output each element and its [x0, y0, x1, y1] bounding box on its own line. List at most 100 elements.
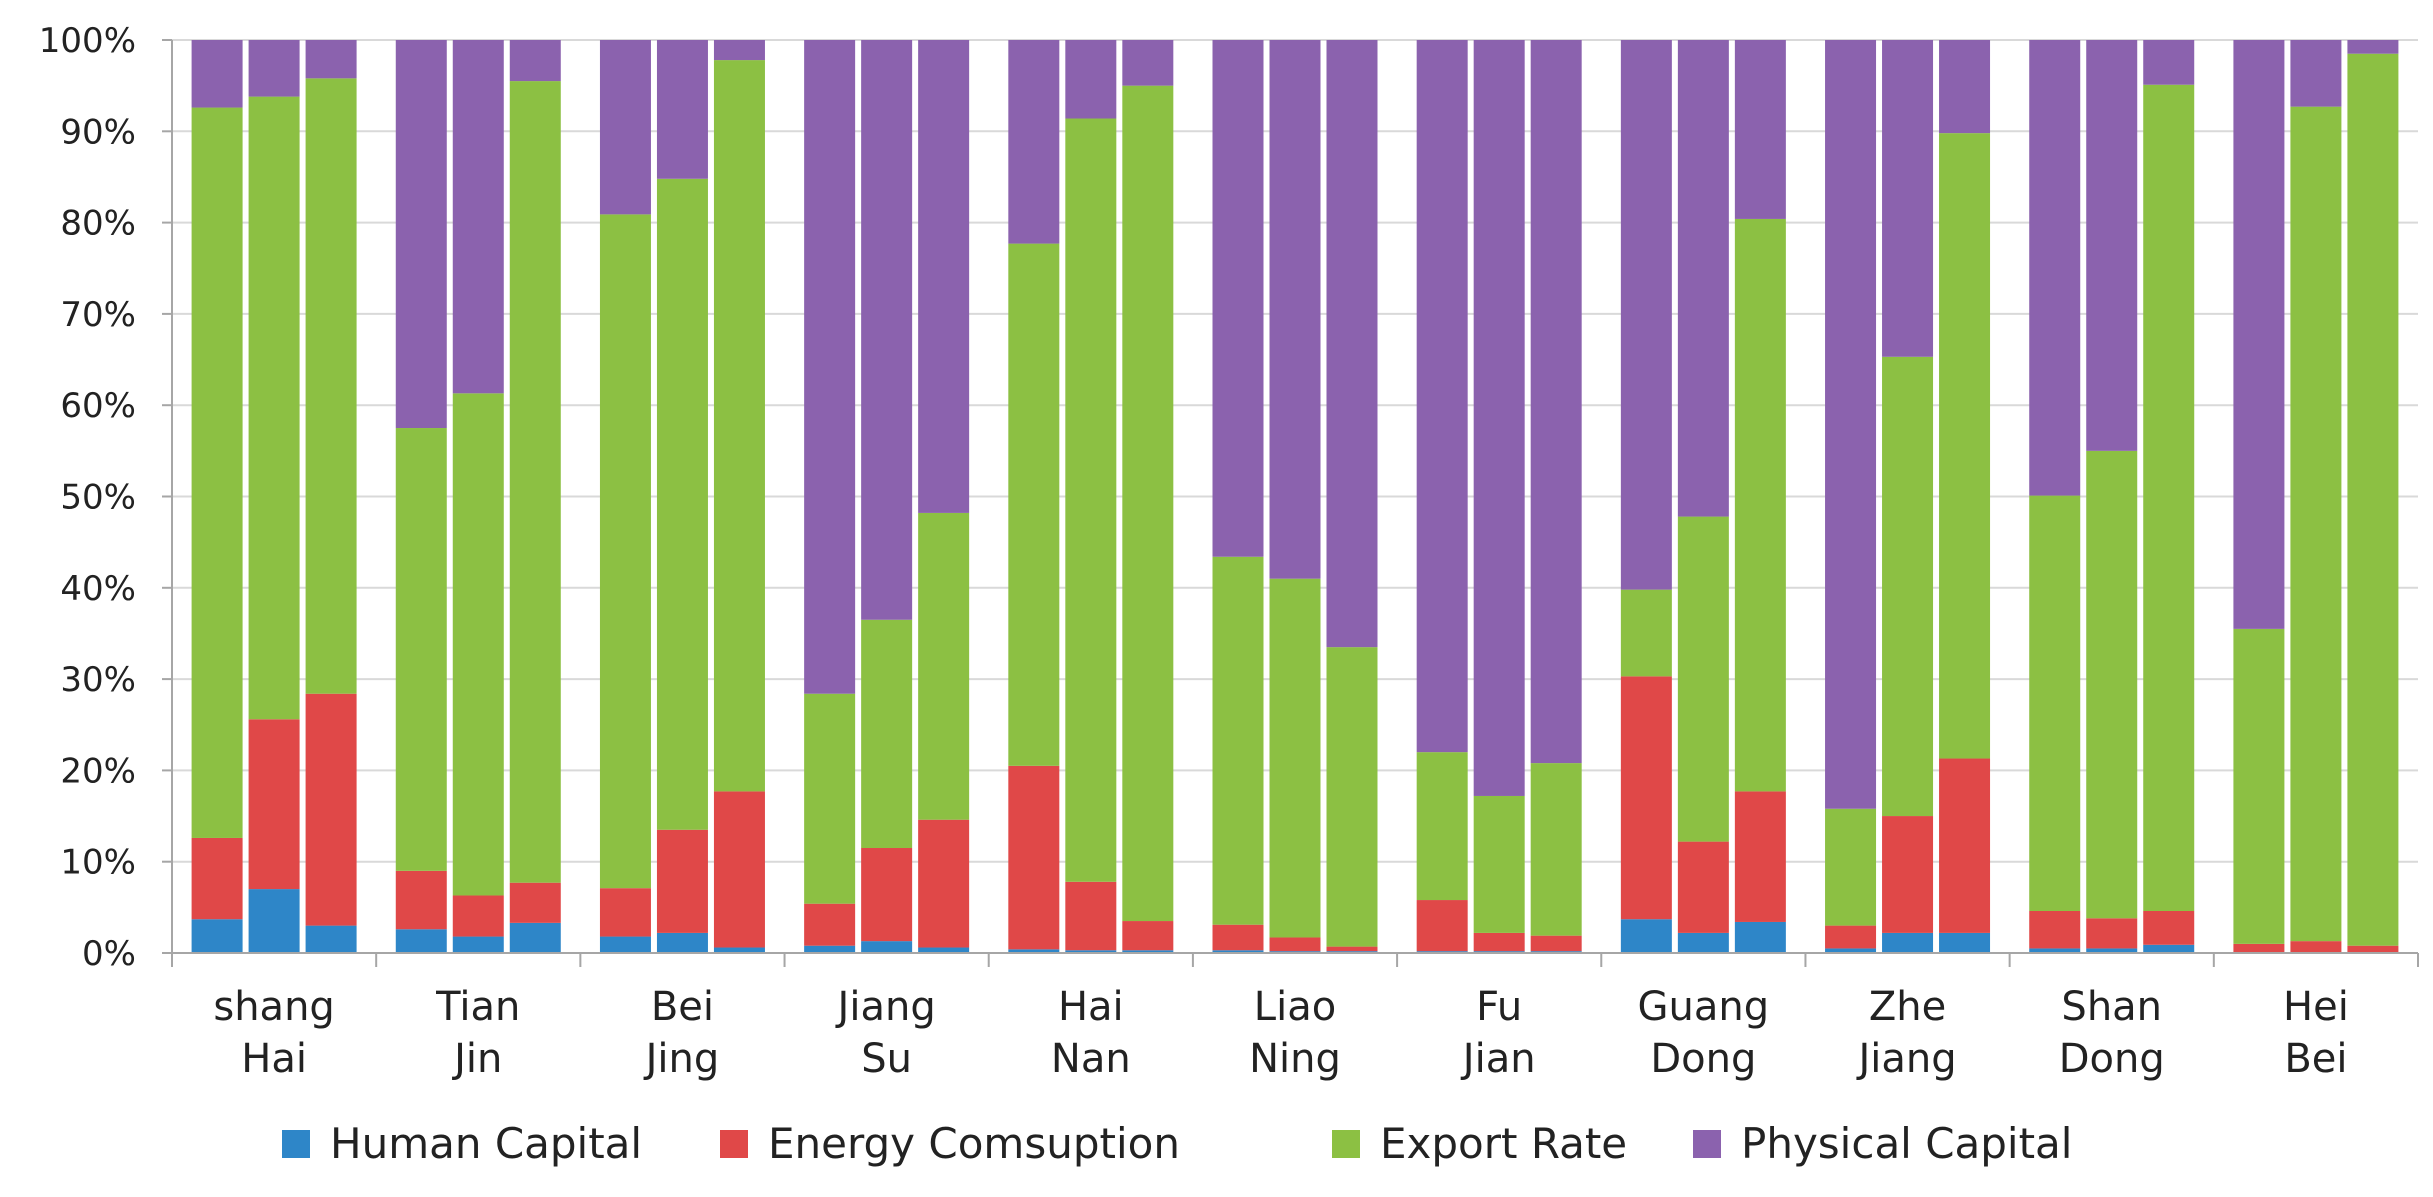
bar-segment-physical-capital: [1326, 40, 1378, 648]
bar-segment-energy-comsuption: [1269, 937, 1321, 952]
bar-segment-export-rate: [861, 619, 913, 849]
bar-segment-export-rate: [1065, 118, 1117, 882]
bar-segment-physical-capital: [2290, 40, 2342, 107]
bar-segment-energy-comsuption: [1326, 946, 1378, 952]
bar-segment-physical-capital: [191, 40, 243, 108]
legend-item-energy-comsuption: Energy Comsuption: [720, 1119, 1180, 1168]
bar-segment-physical-capital: [2086, 40, 2138, 451]
bar-segment-human-capital: [804, 945, 856, 953]
y-axis-tick-labels: 0% 10% 20% 30% 40% 50% 60% 70% 80% 90% 100%: [39, 21, 136, 974]
bar-segment-export-rate: [1269, 578, 1321, 938]
legend: Human Capital Energy Comsuption Export Rat…: [282, 1119, 2072, 1168]
bar-segment-physical-capital: [2233, 40, 2285, 629]
bar-segment-export-rate: [1530, 763, 1582, 936]
bar-segment-energy-comsuption: [1620, 676, 1672, 920]
y-tick-label: 80%: [60, 204, 136, 244]
bar-segment-energy-comsuption: [2233, 943, 2285, 953]
bar-segment-physical-capital: [861, 40, 913, 620]
x-axis-category-labels: shang Hai Tian Jin Bei Jing Jiang Su Hai Nan Liao N…: [213, 984, 2348, 1082]
bar-segment-human-capital: [305, 925, 357, 953]
bar-segment-export-rate: [1734, 218, 1786, 792]
bar-segment-export-rate: [1473, 795, 1525, 933]
bar-segment-energy-comsuption: [1212, 924, 1264, 951]
bar-segment-physical-capital: [804, 40, 856, 694]
bar-segment-energy-comsuption: [452, 895, 504, 937]
bar-segment-energy-comsuption: [1677, 841, 1729, 933]
bar-segment-energy-comsuption: [1008, 765, 1060, 950]
bars: [191, 40, 2399, 953]
bar-segment-human-capital: [2086, 948, 2138, 953]
bar-segment-human-capital: [1825, 948, 1877, 953]
bar-segment-export-rate: [1122, 85, 1174, 922]
bar-segment-human-capital: [1122, 950, 1174, 953]
bar-segment-physical-capital: [1212, 40, 1264, 557]
y-tick-label: 90%: [60, 112, 136, 152]
bar-segment-export-rate: [918, 512, 970, 820]
bar-segment-export-rate: [1882, 356, 1934, 817]
y-tick-label: 40%: [60, 569, 136, 609]
bar-segment-export-rate: [804, 693, 856, 904]
bar-segment-physical-capital: [1677, 40, 1729, 517]
bar-segment-export-rate: [395, 428, 447, 871]
bar-segment-export-rate: [1825, 808, 1877, 926]
bar-segment-human-capital: [191, 919, 243, 953]
bar-segment-physical-capital: [452, 40, 504, 394]
bar-segment-energy-comsuption: [305, 693, 357, 926]
bar-segment-export-rate: [1939, 133, 1991, 759]
bar-segment-export-rate: [2029, 495, 2081, 912]
x-category-label: Shan Dong: [2059, 984, 2165, 1082]
bar-segment-export-rate: [1212, 556, 1264, 925]
bar-segment-physical-capital: [1065, 40, 1117, 119]
bar-segment-energy-comsuption: [248, 719, 300, 890]
bar-segment-human-capital: [395, 929, 447, 953]
x-category-label: Guang Dong: [1638, 984, 1770, 1082]
bar-segment-export-rate: [2290, 106, 2342, 942]
bar-segment-human-capital: [713, 947, 765, 953]
legend-label: Export Rate: [1380, 1119, 1627, 1168]
legend-item-physical-capital: Physical Capital: [1693, 1119, 2072, 1168]
y-tick-label: 20%: [60, 751, 136, 791]
bar-segment-export-rate: [1326, 647, 1378, 947]
bar-segment-human-capital: [1734, 921, 1786, 953]
bar-segment-human-capital: [452, 936, 504, 953]
bar-segment-physical-capital: [1473, 40, 1525, 796]
x-category-label: Bei Jing: [643, 984, 720, 1082]
bar-segment-export-rate: [248, 96, 300, 720]
bar-segment-energy-comsuption: [918, 819, 970, 948]
y-tick-label: 30%: [60, 660, 136, 700]
bar-segment-physical-capital: [2029, 40, 2081, 496]
y-tick-label: 70%: [60, 295, 136, 335]
bar-segment-export-rate: [2086, 450, 2138, 919]
bar-segment-physical-capital: [2143, 40, 2195, 85]
bar-segment-energy-comsuption: [395, 870, 447, 930]
legend-label: Physical Capital: [1741, 1119, 2072, 1168]
legend-swatch: [1332, 1130, 1360, 1158]
legend-label: Energy Comsuption: [768, 1119, 1180, 1168]
bar-segment-export-rate: [452, 393, 504, 896]
bar-segment-physical-capital: [248, 40, 300, 97]
bar-segment-export-rate: [2347, 53, 2399, 946]
bar-segment-physical-capital: [1882, 40, 1934, 357]
bar-segment-energy-comsuption: [713, 791, 765, 948]
bar-segment-energy-comsuption: [804, 903, 856, 946]
legend-swatch: [720, 1130, 748, 1158]
y-tick-label: 10%: [60, 843, 136, 883]
bar-segment-physical-capital: [395, 40, 447, 429]
x-category-label: Hai Nan: [1051, 984, 1131, 1082]
bar-segment-energy-comsuption: [599, 888, 651, 937]
x-category-label: Zhe Jiang: [1855, 984, 1956, 1082]
bar-segment-physical-capital: [656, 40, 708, 179]
x-category-label: Hei Bei: [2283, 984, 2349, 1082]
bar-segment-export-rate: [1008, 243, 1060, 766]
bar-segment-physical-capital: [918, 40, 970, 513]
legend-item-human-capital: Human Capital: [282, 1119, 642, 1168]
bar-segment-energy-comsuption: [509, 882, 561, 923]
bar-segment-human-capital: [1939, 932, 1991, 953]
bar-segment-export-rate: [191, 107, 243, 838]
bar-segment-physical-capital: [1620, 40, 1672, 590]
x-category-label: Liao Ning: [1249, 984, 1341, 1082]
bar-segment-human-capital: [509, 922, 561, 953]
bar-segment-energy-comsuption: [1825, 925, 1877, 949]
y-tick-label: 60%: [60, 386, 136, 426]
bar-segment-human-capital: [861, 941, 913, 953]
